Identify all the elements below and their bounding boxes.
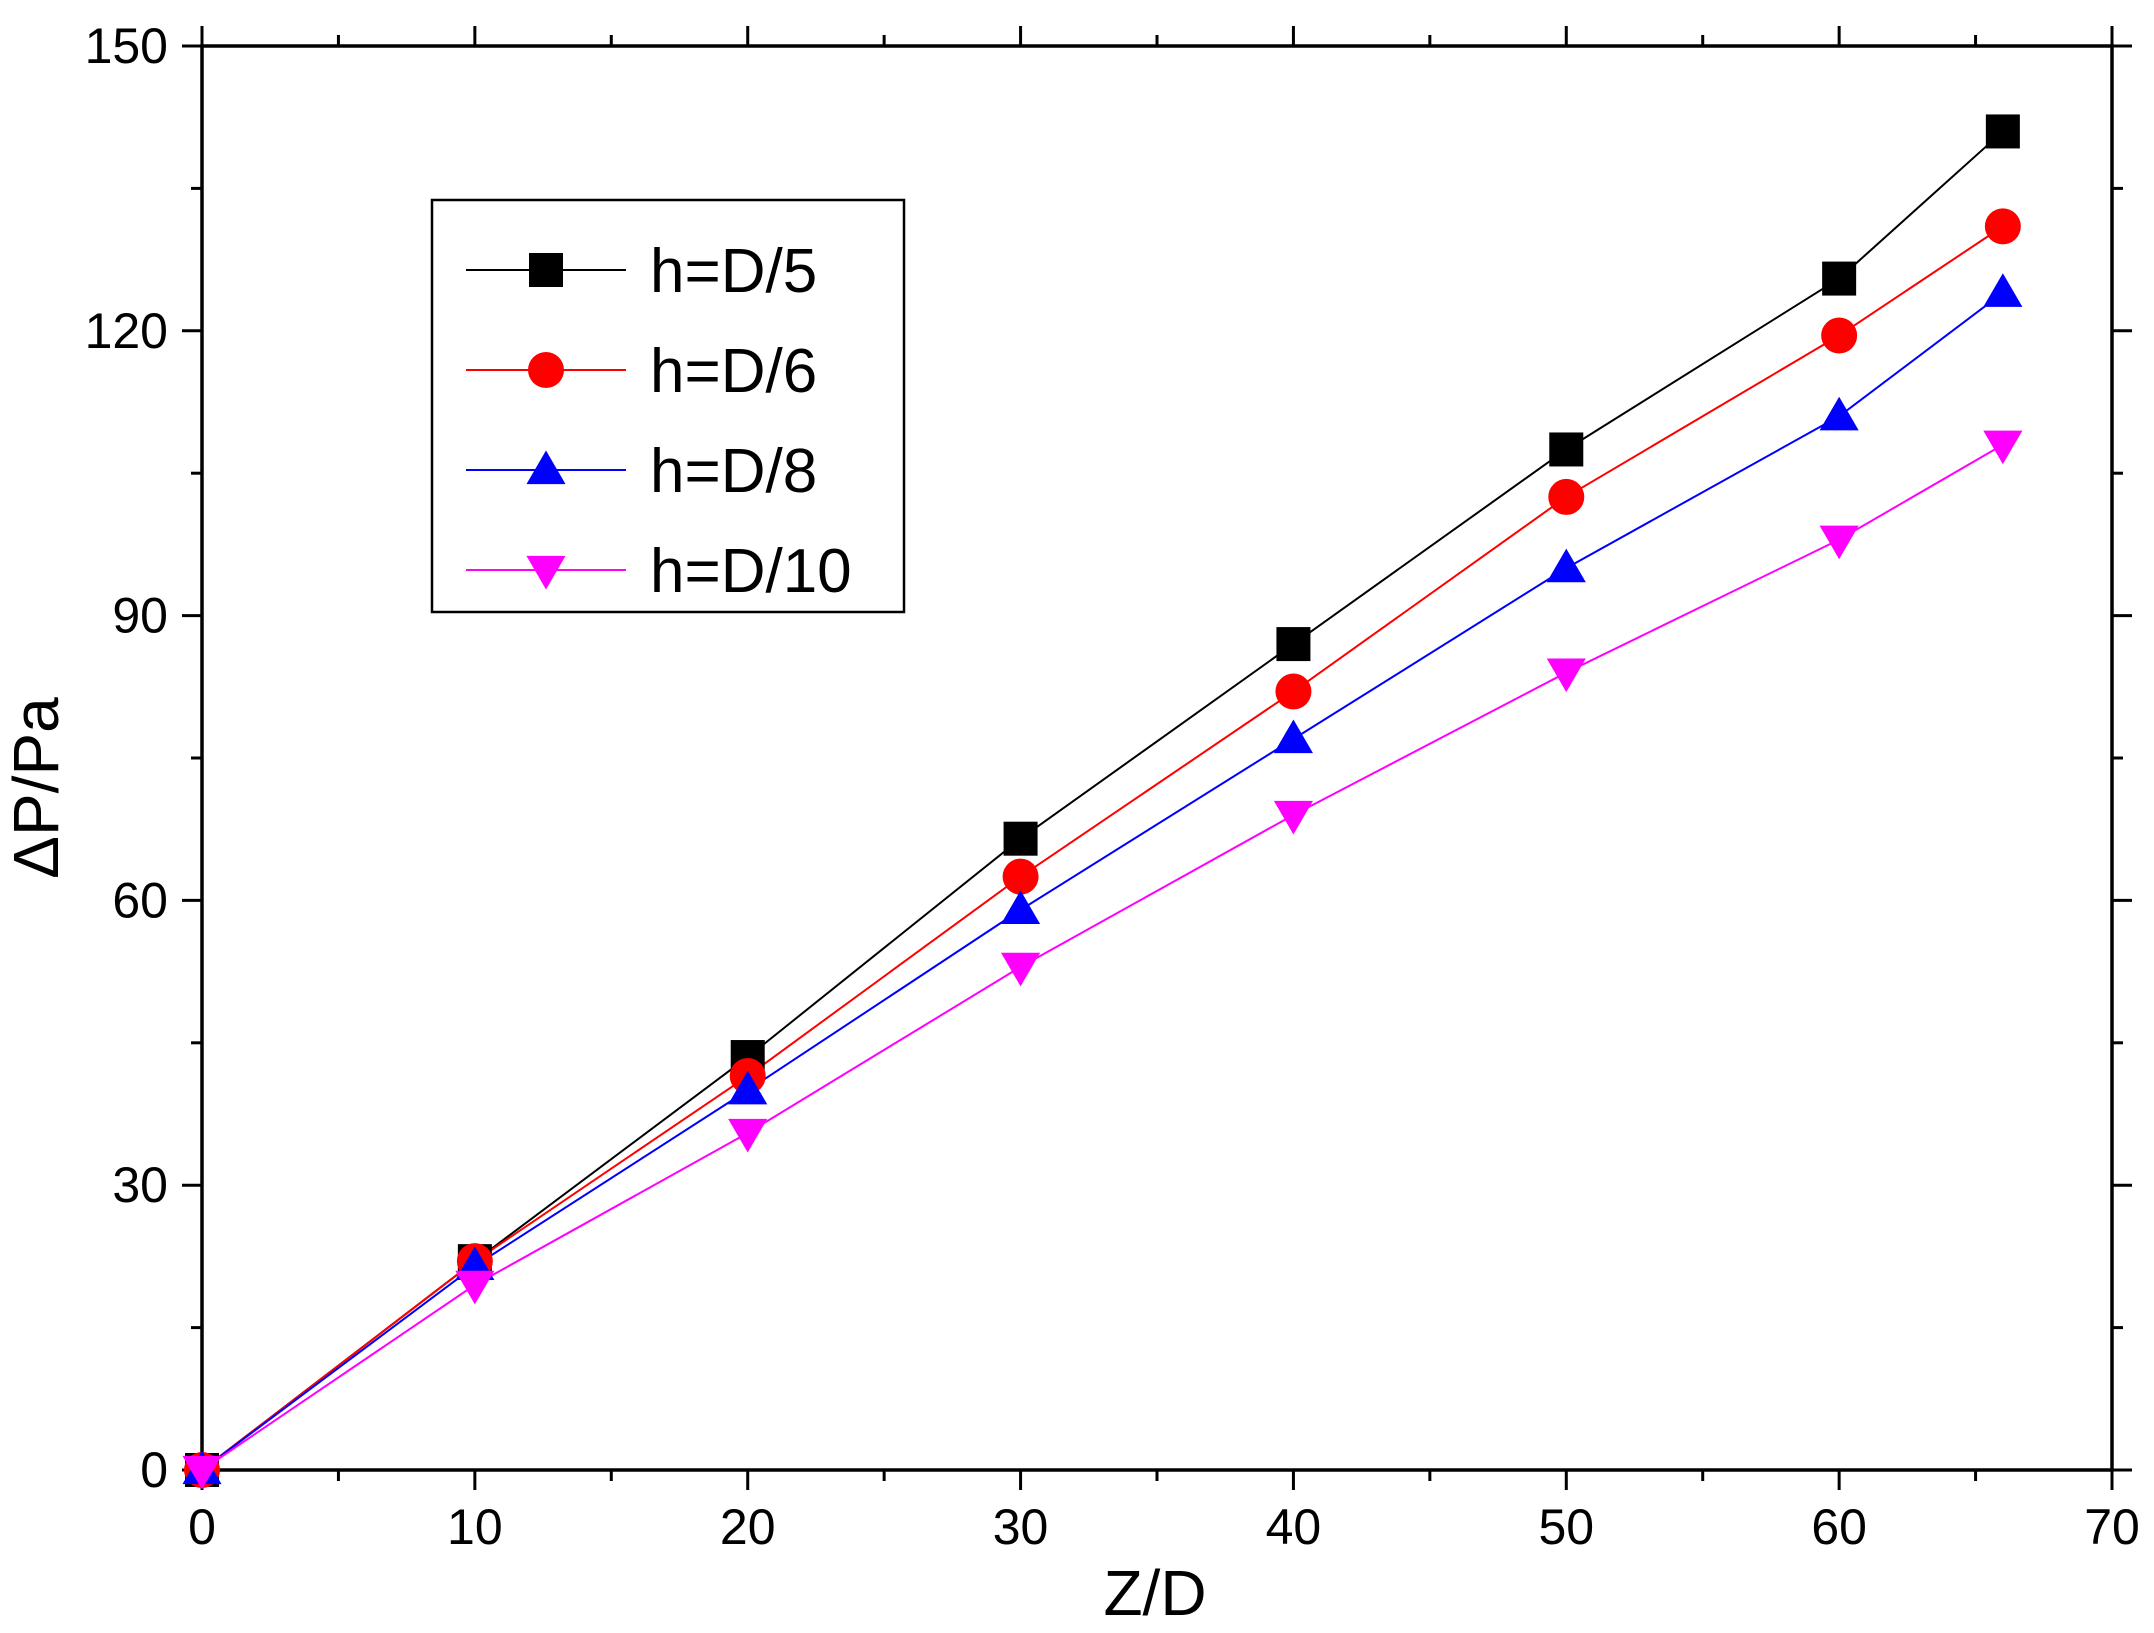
series-line-3 <box>201 292 2004 1471</box>
y-axis-title: ΔP/Pa <box>0 697 72 879</box>
data-point-series-4 <box>455 1270 495 1305</box>
legend-label-3: h=D/8 <box>650 437 817 506</box>
legend-marker-1 <box>529 253 563 287</box>
data-point-series-2 <box>1275 673 1312 710</box>
y-tick-label: 0 <box>140 1442 168 1498</box>
series-markers <box>182 114 2023 1490</box>
legend-box <box>430 198 906 614</box>
legend-marker-3 <box>526 450 566 485</box>
y-tick-label: 120 <box>85 303 168 359</box>
data-point-series-3 <box>728 1070 768 1105</box>
data-point-series-3 <box>1273 719 1313 754</box>
axis-ticks <box>182 26 2132 1490</box>
x-tick-label: 0 <box>188 1499 216 1555</box>
y-tick-label: 60 <box>112 872 168 928</box>
x-tick-label: 70 <box>2084 1499 2140 1555</box>
data-point-series-1 <box>1003 821 1038 856</box>
data-point-series-2 <box>1002 858 1039 895</box>
data-point-series-3 <box>1001 890 1041 924</box>
legend-label-4: h=D/10 <box>650 537 852 606</box>
data-point-series-4 <box>728 1118 768 1153</box>
tick-labels: 0 10 20 30 40 50 60 70 0 30 60 90 120 150 <box>85 18 2140 1555</box>
data-point-series-4 <box>182 1455 222 1490</box>
data-point-series-4 <box>1983 430 2023 465</box>
series-line-1 <box>201 130 2004 1471</box>
data-point-series-4 <box>1001 952 1041 987</box>
data-point-series-3 <box>1546 548 1586 583</box>
y-tick-label: 150 <box>85 18 168 74</box>
x-tick-label: 20 <box>720 1499 776 1555</box>
x-tick-label: 30 <box>993 1499 1049 1555</box>
data-point-series-4 <box>1546 658 1586 693</box>
data-point-series-2 <box>1548 478 1585 515</box>
data-point-series-1 <box>1822 261 1857 296</box>
data-point-series-3 <box>1983 273 2023 307</box>
legend-marker-4 <box>526 555 566 590</box>
data-point-series-2 <box>1984 208 2021 245</box>
series-lines <box>201 130 2004 1471</box>
series-line-2 <box>201 225 2004 1471</box>
x-axis-title: Z/D <box>1103 1557 1206 1629</box>
series-line-4 <box>201 443 2004 1471</box>
legend-label-2: h=D/6 <box>650 337 817 406</box>
data-point-series-1 <box>1276 627 1311 662</box>
y-tick-label: 90 <box>112 588 168 644</box>
x-tick-label: 10 <box>447 1499 503 1555</box>
data-point-series-4 <box>1819 525 1859 560</box>
data-point-series-3 <box>1819 396 1859 431</box>
data-point-series-2 <box>1821 317 1858 354</box>
x-tick-label: 50 <box>1538 1499 1594 1555</box>
x-tick-label: 60 <box>1811 1499 1867 1555</box>
data-point-series-1 <box>1985 114 2020 149</box>
legend-label-1: h=D/5 <box>650 237 817 306</box>
y-tick-label: 30 <box>112 1157 168 1213</box>
data-point-series-4 <box>1273 800 1313 835</box>
legend-marker-2 <box>528 352 564 388</box>
data-point-series-1 <box>1549 432 1584 467</box>
x-tick-label: 40 <box>1266 1499 1322 1555</box>
legend: h=D/5 h=D/6 h=D/8 h=D/10 <box>430 198 906 614</box>
